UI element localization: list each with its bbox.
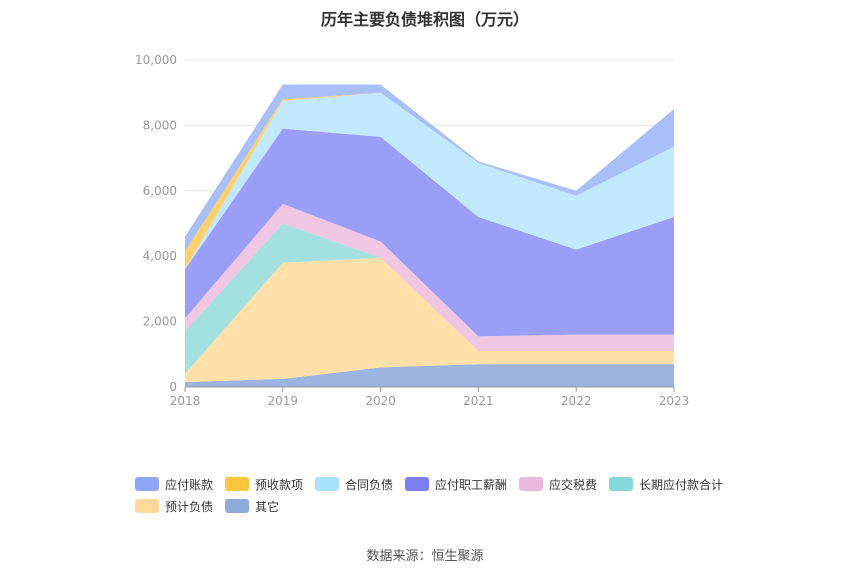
- legend-row: 应付账款 预收款项 合同负债 应付职工薪酬 应交税费 长期应付款合计: [135, 473, 735, 495]
- area-series: [185, 92, 674, 270]
- y-tick-label: 4,000: [143, 249, 177, 263]
- y-tick-label: 2,000: [143, 315, 177, 329]
- legend-label: 应付职工薪酬: [435, 477, 508, 492]
- y-tick-label: 8,000: [143, 118, 177, 132]
- legend-swatch: [315, 477, 339, 491]
- legend-swatch: [135, 477, 159, 491]
- area-series: [185, 364, 674, 387]
- legend-item[interactable]: 预计负债: [135, 498, 213, 515]
- legend-swatch: [225, 477, 249, 491]
- legend-swatch: [609, 477, 633, 491]
- chart-title: 历年主要负债堆积图（万元）: [320, 10, 529, 29]
- data-source: 数据来源：恒生聚源: [366, 549, 484, 564]
- legend-swatch: [225, 499, 250, 513]
- x-tick-label: 2019: [268, 394, 299, 408]
- legend-label: 合同负债: [345, 477, 394, 492]
- area-series: [185, 223, 674, 374]
- legend-label: 预收款项: [255, 477, 304, 492]
- y-tick-label: 0: [169, 380, 177, 394]
- area-series: [185, 203, 674, 352]
- legend: 应付账款 预收款项 合同负债 应付职工薪酬 应交税费 长期应付款合计预计负债 其它: [135, 473, 735, 517]
- x-tick-label: 2022: [561, 394, 592, 408]
- legend-label: 应交税费: [549, 477, 598, 492]
- legend-item[interactable]: 预收款项: [225, 476, 303, 493]
- legend-item[interactable]: 长期应付款合计: [609, 476, 723, 493]
- legend-label: 预计负债: [165, 499, 214, 514]
- legend-item[interactable]: 其它: [225, 498, 279, 515]
- legend-item[interactable]: 合同负债: [315, 476, 393, 493]
- legend-label: 长期应付款合计: [639, 477, 724, 492]
- legend-item[interactable]: 应付账款: [135, 476, 213, 493]
- x-tick-label: 2020: [365, 394, 396, 408]
- legend-item[interactable]: 应交税费: [519, 476, 597, 493]
- legend-swatch: [519, 477, 543, 491]
- legend-swatch: [405, 477, 429, 491]
- y-tick-label: 10,000: [135, 53, 177, 67]
- area-series: [185, 128, 674, 337]
- legend-row: 预计负债 其它: [135, 495, 735, 517]
- legend-label: 其它: [255, 499, 280, 514]
- y-tick-label: 6,000: [143, 184, 177, 198]
- legend-label: 应付账款: [165, 477, 214, 492]
- x-tick-label: 2021: [463, 394, 494, 408]
- legend-swatch: [135, 499, 159, 513]
- x-tick-label: 2018: [170, 394, 201, 408]
- legend-item[interactable]: 应付职工薪酬: [405, 476, 507, 493]
- x-tick-label: 2023: [659, 394, 690, 408]
